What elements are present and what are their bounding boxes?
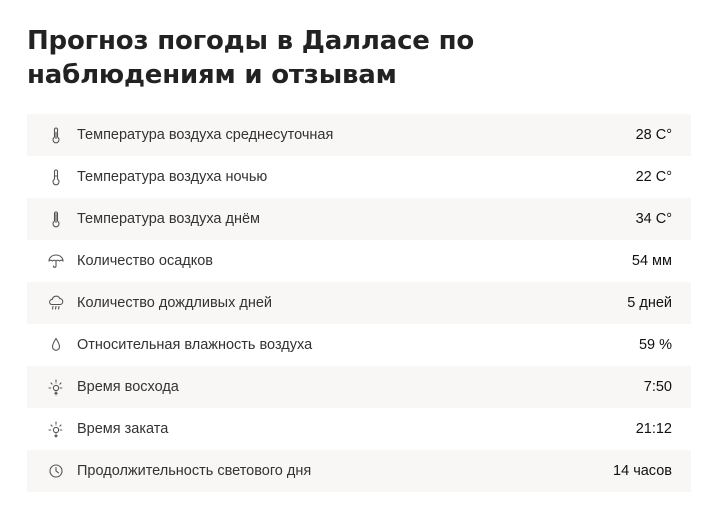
thermometer-high-icon [47,210,65,228]
rain-cloud-icon [47,294,65,312]
stat-row-sunrise: Время восхода 7:50 [27,366,691,408]
page-title: Прогноз погоды в Далласе по наблюдениям … [27,26,474,90]
stat-label: Температура воздуха днём [77,211,261,227]
stat-label: Время заката [77,421,169,437]
stat-row-humidity: Относительная влажность воздуха 59 % [27,324,691,366]
thermometer-icon [47,126,65,144]
stat-label: Температура воздуха среднесуточная [77,127,334,143]
stat-row-day-temperature: Температура воздуха днём 34 C° [27,198,691,240]
thermometer-low-icon [47,168,65,186]
sunset-icon [47,420,65,438]
stat-label: Время восхода [77,379,179,395]
stat-value: 34 C° [635,211,672,227]
stat-row-rainy-days: Количество дождливых дней 5 дней [27,282,691,324]
stat-row-precipitation: Количество осадков 54 мм [27,240,691,282]
weather-stats-list: Температура воздуха среднесуточная 28 C°… [27,114,691,492]
sunrise-icon [47,378,65,396]
stat-label: Количество осадков [77,253,214,269]
stat-value: 14 часов [613,463,672,479]
stat-label: Температура воздуха ночью [77,169,268,185]
stat-row-avg-temperature: Температура воздуха среднесуточная 28 C° [27,114,691,156]
stat-value: 54 мм [631,253,672,269]
stat-value: 21:12 [635,421,672,437]
droplet-icon [47,336,65,354]
stat-value: 22 C° [635,169,672,185]
stat-row-night-temperature: Температура воздуха ночью 22 C° [27,156,691,198]
stat-value: 7:50 [643,379,672,395]
stat-label: Относительная влажность воздуха [77,337,313,353]
stat-value: 28 C° [635,127,672,143]
umbrella-icon [47,252,65,270]
stat-value: 59 % [638,337,672,353]
stat-label: Количество дождливых дней [77,295,273,311]
stat-value: 5 дней [627,295,672,311]
stat-row-daylight: Продолжительность светового дня 14 часов [27,450,691,492]
stat-label: Продолжительность светового дня [77,463,312,479]
stat-row-sunset: Время заката 21:12 [27,408,691,450]
clock-icon [47,462,65,480]
